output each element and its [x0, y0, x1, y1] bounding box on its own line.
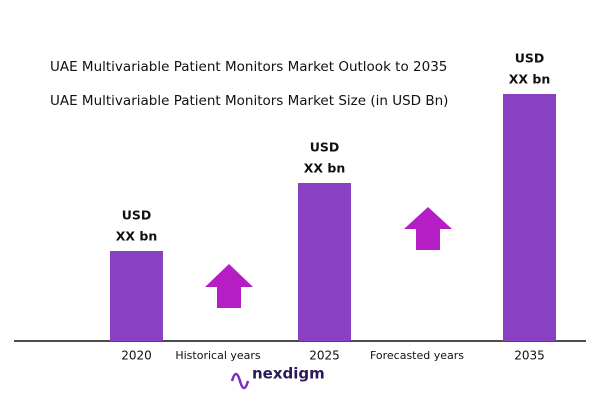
x-tick-label: 2020 [121, 349, 152, 363]
chart-subtitle: UAE Multivariable Patient Monitors Marke… [50, 93, 448, 109]
growth-arrow [404, 207, 452, 250]
value-label: XX bn [509, 72, 550, 87]
annotation: Forecasted years [370, 349, 464, 362]
value-label: USD [310, 140, 340, 155]
logo: nexdigm [252, 365, 325, 383]
bar [298, 183, 351, 341]
value-label: XX bn [304, 161, 345, 176]
logo-mark [230, 372, 250, 390]
bar [110, 251, 163, 341]
annotation: Historical years [175, 349, 261, 362]
growth-arrow [205, 264, 253, 308]
value-label: XX bn [116, 229, 157, 244]
bar [503, 94, 556, 341]
x-tick-label: 2035 [514, 349, 545, 363]
value-label: USD [122, 208, 152, 223]
value-label: USD [515, 51, 545, 66]
chart-title: UAE Multivariable Patient Monitors Marke… [50, 59, 447, 75]
x-tick-label: 2025 [309, 349, 340, 363]
